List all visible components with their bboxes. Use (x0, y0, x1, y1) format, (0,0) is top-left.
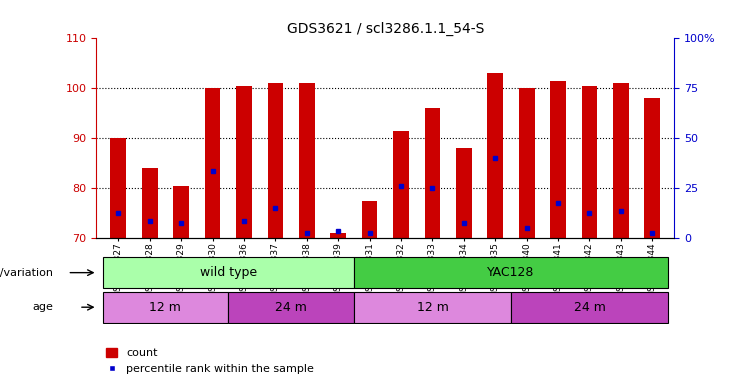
Legend: count, percentile rank within the sample: count, percentile rank within the sample (102, 344, 319, 379)
Bar (236, 86, 252, 238)
Bar (173, 185, 189, 238)
Bar (613, 83, 629, 238)
Text: wild type: wild type (199, 266, 257, 279)
Bar (362, 200, 377, 238)
Bar (582, 86, 597, 238)
Text: YAC128: YAC128 (488, 266, 535, 279)
Bar (425, 108, 440, 238)
Bar (393, 131, 409, 238)
Bar (551, 81, 566, 238)
Bar (354, 257, 668, 288)
Bar (511, 292, 668, 323)
Bar (354, 292, 511, 323)
Title: GDS3621 / scl3286.1.1_54-S: GDS3621 / scl3286.1.1_54-S (287, 22, 484, 36)
Bar (488, 73, 503, 238)
Bar (456, 148, 472, 238)
Bar (205, 88, 220, 238)
Text: genotype/variation: genotype/variation (0, 268, 53, 278)
Bar (228, 292, 354, 323)
Bar (102, 292, 228, 323)
Text: 12 m: 12 m (416, 301, 448, 314)
Text: 24 m: 24 m (275, 301, 307, 314)
Text: 12 m: 12 m (150, 301, 182, 314)
Text: age: age (32, 302, 53, 312)
Bar (110, 138, 126, 238)
Bar (519, 88, 534, 238)
Bar (645, 98, 660, 238)
Bar (330, 233, 346, 238)
Bar (102, 257, 354, 288)
Bar (268, 83, 283, 238)
Bar (299, 83, 315, 238)
Bar (142, 168, 158, 238)
Text: 24 m: 24 m (574, 301, 605, 314)
